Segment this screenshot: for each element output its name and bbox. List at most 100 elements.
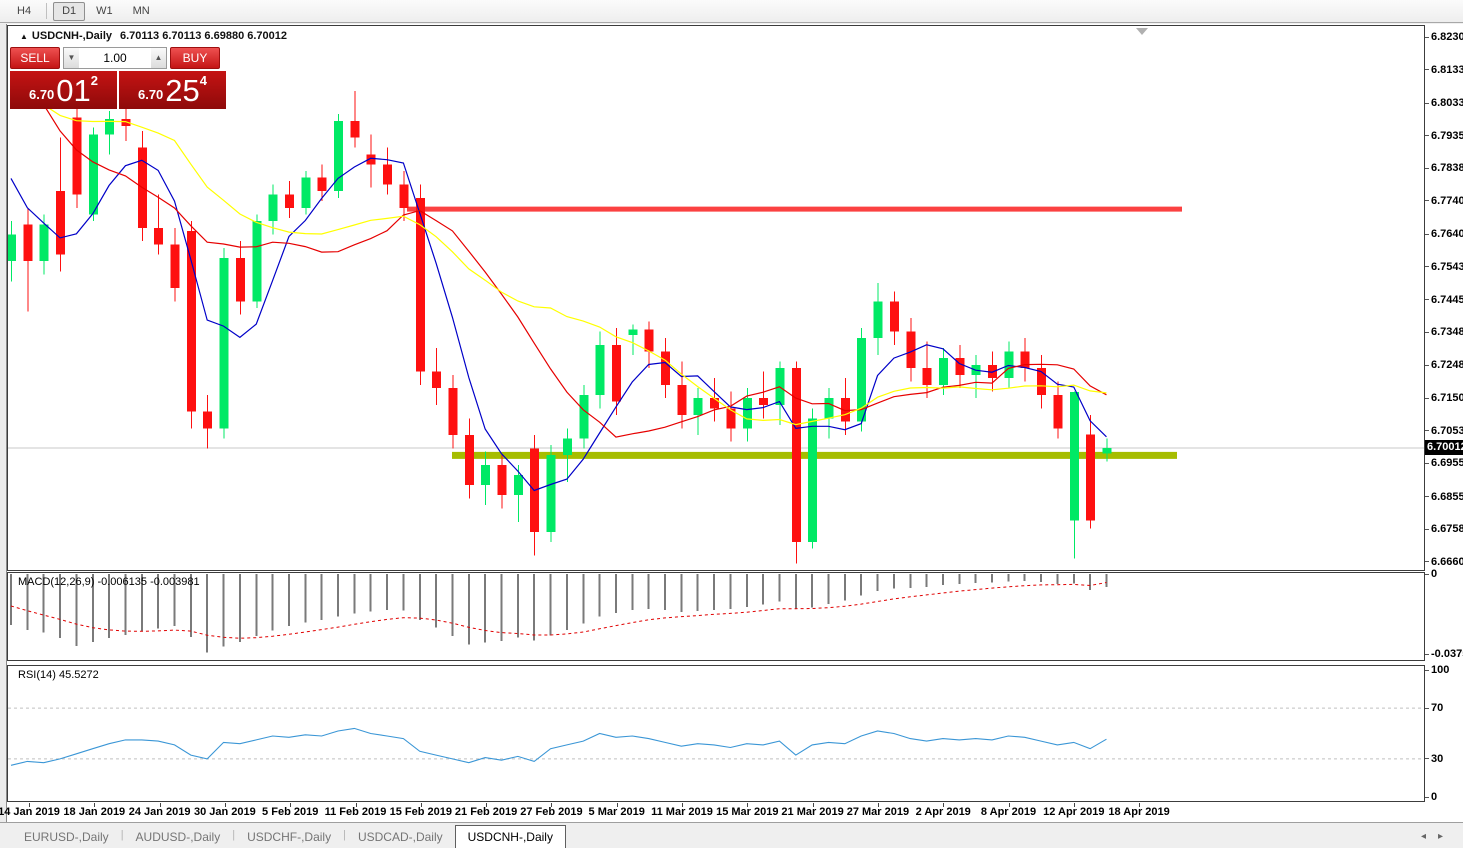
macd-bar xyxy=(386,574,389,611)
timeframe-toolbar: H4 D1 W1 MN xyxy=(0,0,1463,23)
price-tick: 6.78380 xyxy=(1425,161,1463,175)
macd-signal-line xyxy=(10,582,1107,639)
resistance-line[interactable] xyxy=(407,206,1182,212)
buy-price-button[interactable]: 6.70 25 4 xyxy=(119,71,226,109)
macd-bar xyxy=(762,574,765,605)
axis-tick-value: 6.80330 xyxy=(1431,97,1463,110)
sell-price-button[interactable]: 6.70 01 2 xyxy=(10,71,117,109)
volume-input[interactable] xyxy=(79,48,151,68)
macd-bar xyxy=(1040,574,1043,583)
macd-bar xyxy=(222,574,225,647)
macd-bar xyxy=(843,574,846,601)
macd-bar xyxy=(876,574,879,592)
collapse-arrow-icon[interactable]: ▲ xyxy=(20,32,28,41)
macd-indicator-pane[interactable]: MACD(12,26,9) -0.006135 -0.003981 xyxy=(7,572,1425,661)
axis-tick-value: 6.79355 xyxy=(1431,129,1463,142)
macd-bar xyxy=(647,574,650,610)
chart-tab-usdcnh[interactable]: USDCNH-,Daily xyxy=(454,825,566,848)
macd-bar xyxy=(484,574,487,643)
ma-mid-line[interactable] xyxy=(10,79,1107,438)
buy-button[interactable]: BUY xyxy=(170,47,220,69)
candle-down xyxy=(1086,434,1096,521)
tab-scroll-right-icon[interactable]: ▸ xyxy=(1437,831,1455,842)
candle-down xyxy=(121,119,131,126)
period-button-w1[interactable]: W1 xyxy=(96,4,113,17)
period-button-h4[interactable]: H4 xyxy=(17,4,32,17)
sell-button[interactable]: SELL xyxy=(10,47,60,69)
candle-down xyxy=(317,177,327,192)
chart-shift-marker-icon[interactable] xyxy=(1136,28,1148,35)
candle-down xyxy=(1037,368,1047,395)
candles-group xyxy=(8,90,1112,564)
macd-bar xyxy=(91,574,94,642)
axis-tick-value: 6.68555 xyxy=(1431,490,1463,503)
date-tick xyxy=(551,803,553,807)
date-axis[interactable]: 14 Jan 2019 18 Jan 2019 24 Jan 2019 30 Jan … xyxy=(0,803,1425,822)
tab-separator: | xyxy=(232,828,236,841)
candle-down xyxy=(1053,394,1063,429)
macd-bar xyxy=(271,574,274,631)
axis-tick-dash xyxy=(1425,430,1429,432)
axis-tick-value: 0 xyxy=(1431,568,1438,580)
candle-up xyxy=(252,221,262,302)
rsi-label: RSI(14) 45.5272 xyxy=(18,669,99,681)
rsi-axis-70: 70 xyxy=(1425,701,1443,715)
axis-tick-value: 6.73480 xyxy=(1431,326,1463,339)
candle-down xyxy=(791,368,801,542)
macd-bar xyxy=(729,574,732,610)
axis-tick-value: 6.69555 xyxy=(1431,457,1463,470)
candle-up xyxy=(334,120,343,192)
candle-up xyxy=(481,465,491,486)
macd-bar xyxy=(369,574,372,612)
macd-bar xyxy=(582,574,585,624)
date-tick xyxy=(1073,803,1075,807)
candle-up xyxy=(873,301,883,339)
macd-bar xyxy=(189,574,192,637)
candle-up xyxy=(938,358,948,385)
volume-increase-button[interactable]: ▲ xyxy=(151,48,166,68)
rsi-axis-0: 0 xyxy=(1425,790,1437,804)
macd-bar xyxy=(435,574,438,628)
macd-bar xyxy=(467,574,470,645)
macd-bar xyxy=(631,574,634,611)
macd-bar xyxy=(206,574,209,653)
date-tick xyxy=(1139,803,1141,807)
ma-fast-line[interactable] xyxy=(10,157,1107,492)
sell-price-point: 2 xyxy=(90,73,99,88)
macd-bar xyxy=(1023,574,1026,582)
date-label: 5 Feb 2019 xyxy=(262,806,319,818)
candle-down xyxy=(710,398,720,409)
macd-bar xyxy=(827,574,830,604)
candle-down xyxy=(726,408,736,429)
ma-slow-line[interactable] xyxy=(10,79,1107,426)
candle-down xyxy=(186,231,196,412)
candle-up xyxy=(808,418,818,542)
price-axis[interactable]: 6.82305 6.81330 6.80330 6.79355 6.78380 6.774… xyxy=(1425,25,1463,804)
candlestick-canvas xyxy=(8,79,1424,564)
date-label: 14 Jan 2019 xyxy=(0,806,60,818)
volume-decrease-button[interactable]: ▼ xyxy=(64,48,79,68)
chart-tab-audusd[interactable]: AUDUSD-,Daily xyxy=(135,830,221,844)
symbol-period-label: USDCNH-,Daily xyxy=(31,30,112,42)
date-tick xyxy=(1008,803,1010,807)
chart-tab-usdcad[interactable]: USDCAD-,Daily xyxy=(357,830,443,844)
rsi-indicator-pane[interactable]: RSI(14) 45.5272 xyxy=(7,665,1425,802)
period-button-d1[interactable]: D1 xyxy=(53,1,86,21)
chart-tab-eurusd[interactable]: EURUSD-,Daily xyxy=(24,830,109,844)
period-button-mn[interactable]: MN xyxy=(132,4,150,17)
candle-down xyxy=(922,368,932,385)
macd-bar xyxy=(337,574,339,617)
date-tick xyxy=(877,803,879,807)
axis-tick-value: 6.81330 xyxy=(1431,63,1463,76)
chart-tab-usdchf[interactable]: USDCHF-,Daily xyxy=(247,830,332,844)
macd-bar xyxy=(451,574,454,636)
date-tick xyxy=(747,803,749,807)
price-tick: 6.81330 xyxy=(1425,63,1463,77)
date-tick xyxy=(420,803,422,807)
candle-up xyxy=(8,234,16,262)
price-chart-pane[interactable]: ▲ USDCNH-,Daily 6.70113 6.70113 6.69880 6.… xyxy=(7,25,1425,571)
axis-tick-dash xyxy=(1425,167,1429,169)
candle-up xyxy=(301,177,311,208)
macd-bar xyxy=(124,574,127,635)
tab-scroll-left-icon[interactable]: ◂ xyxy=(1420,831,1438,842)
